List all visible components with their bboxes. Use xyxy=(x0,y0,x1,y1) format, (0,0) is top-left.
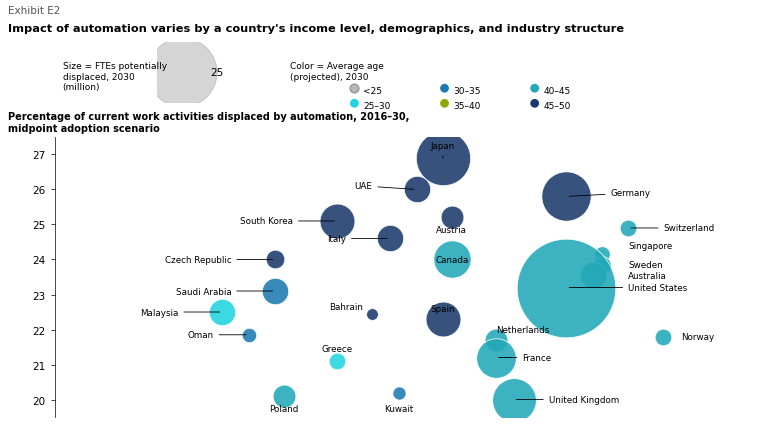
Text: Netherlands: Netherlands xyxy=(495,325,550,334)
Point xyxy=(393,389,405,396)
Point xyxy=(622,225,634,232)
Text: Austria: Austria xyxy=(436,226,467,235)
Point xyxy=(383,236,396,243)
Text: Singapore: Singapore xyxy=(628,241,673,250)
Text: Italy: Italy xyxy=(327,234,387,243)
Text: Bahrain: Bahrain xyxy=(329,303,363,312)
Text: Australia: Australia xyxy=(628,271,667,280)
Point xyxy=(489,354,502,361)
Text: United States: United States xyxy=(569,283,688,292)
Point xyxy=(438,101,451,108)
Text: 45–50: 45–50 xyxy=(543,102,571,111)
Text: UAE: UAE xyxy=(354,182,414,191)
Text: Exhibit E2: Exhibit E2 xyxy=(8,6,60,16)
Text: South Korea: South Korea xyxy=(240,217,334,226)
Text: Canada: Canada xyxy=(435,255,469,264)
Point xyxy=(437,316,449,322)
Text: 25: 25 xyxy=(210,68,223,78)
Point xyxy=(528,101,541,108)
Point xyxy=(560,194,572,200)
Text: Kuwait: Kuwait xyxy=(384,404,413,413)
Text: 25–30: 25–30 xyxy=(363,102,390,111)
Text: Japan: Japan xyxy=(431,142,455,159)
Text: Poland: Poland xyxy=(270,404,299,413)
Text: Percentage of current work activities displaced by automation, 2016–30,
midpoint: Percentage of current work activities di… xyxy=(8,112,409,133)
Text: Size = FTEs potentially
displaced, 2030
(million): Size = FTEs potentially displaced, 2030 … xyxy=(63,62,167,92)
Point xyxy=(410,187,423,194)
Point xyxy=(560,284,572,291)
Text: Saudi Arabia: Saudi Arabia xyxy=(176,287,273,296)
Text: Czech Republic: Czech Republic xyxy=(165,255,273,264)
Point xyxy=(586,272,599,279)
Point xyxy=(507,396,520,403)
Text: United Kingdom: United Kingdom xyxy=(517,395,619,404)
Point xyxy=(176,70,188,77)
Point xyxy=(348,86,361,92)
Point xyxy=(596,251,608,258)
Point xyxy=(489,337,502,344)
Point xyxy=(438,86,451,92)
Text: 40–45: 40–45 xyxy=(543,87,571,96)
Point xyxy=(445,256,458,263)
Text: Sweden: Sweden xyxy=(628,261,662,270)
Text: Norway: Norway xyxy=(681,332,714,341)
Point xyxy=(269,288,281,295)
Text: Impact of automation varies by a country's income level, demographics, and indus: Impact of automation varies by a country… xyxy=(8,24,624,34)
Point xyxy=(445,215,458,221)
Text: Greece: Greece xyxy=(321,344,353,353)
Point xyxy=(216,309,229,316)
Text: Germany: Germany xyxy=(569,189,651,198)
Point xyxy=(596,262,608,269)
Point xyxy=(366,310,379,317)
Point xyxy=(269,256,281,263)
Text: <25: <25 xyxy=(363,87,382,96)
Text: Color = Average age
(projected), 2030: Color = Average age (projected), 2030 xyxy=(290,62,384,82)
Point xyxy=(528,86,541,92)
Text: Spain: Spain xyxy=(430,304,456,313)
Point xyxy=(348,101,361,108)
Point xyxy=(331,358,343,365)
Point xyxy=(437,155,449,162)
Text: France: France xyxy=(499,353,551,362)
Text: Malaysia: Malaysia xyxy=(140,308,220,317)
Text: 30–35: 30–35 xyxy=(453,87,481,96)
Point xyxy=(657,333,670,340)
Point xyxy=(278,393,291,399)
Text: Switzerland: Switzerland xyxy=(631,224,715,233)
Text: Oman: Oman xyxy=(187,331,246,340)
Point xyxy=(331,218,343,225)
Text: 35–40: 35–40 xyxy=(453,102,481,111)
Point xyxy=(242,332,255,338)
